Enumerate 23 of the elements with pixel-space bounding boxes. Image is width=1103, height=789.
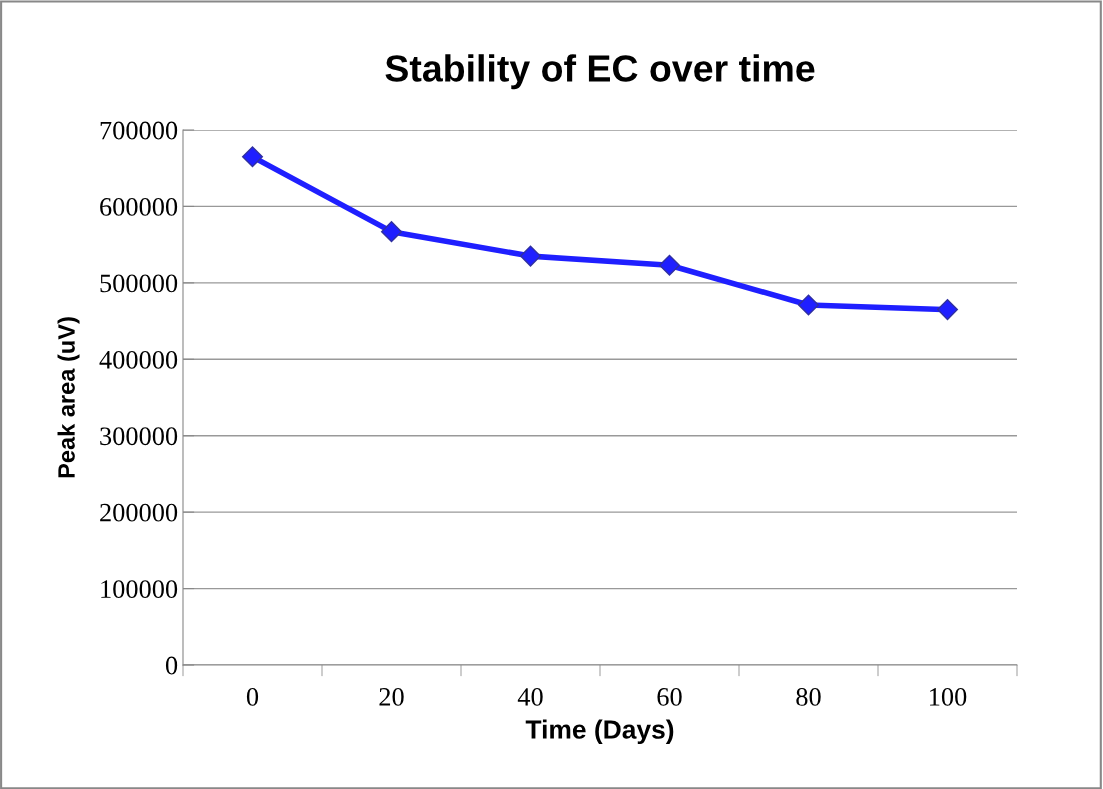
chart-title: Stability of EC over time [385,54,815,90]
point [519,245,542,267]
y-axis-title: Peak area (uV) [57,317,80,478]
x-tick-label: 40 [517,687,543,706]
point [797,294,820,316]
y-tick-label: 700000 [100,121,178,140]
y-tick-label: 500000 [100,274,178,293]
point [658,254,681,276]
point [380,221,403,243]
y-tick-label: 200000 [100,503,178,522]
x-tick-label: 60 [657,687,682,706]
x-axis-title: Time (Days) [525,719,674,745]
x-tick-label: 100 [930,687,967,706]
y-tick-label: 0 [165,656,178,675]
y-tick-label: 100000 [101,580,178,598]
x-tick-label: 80 [796,687,821,706]
y-tick-label: 600000 [100,198,178,216]
x-tick-label: 20 [379,687,404,706]
y-tick-label: 300000 [100,427,178,446]
x-tick-label: 0 [246,687,259,706]
point [241,146,264,168]
point [936,299,959,321]
y-tick-label: 400000 [99,350,178,369]
